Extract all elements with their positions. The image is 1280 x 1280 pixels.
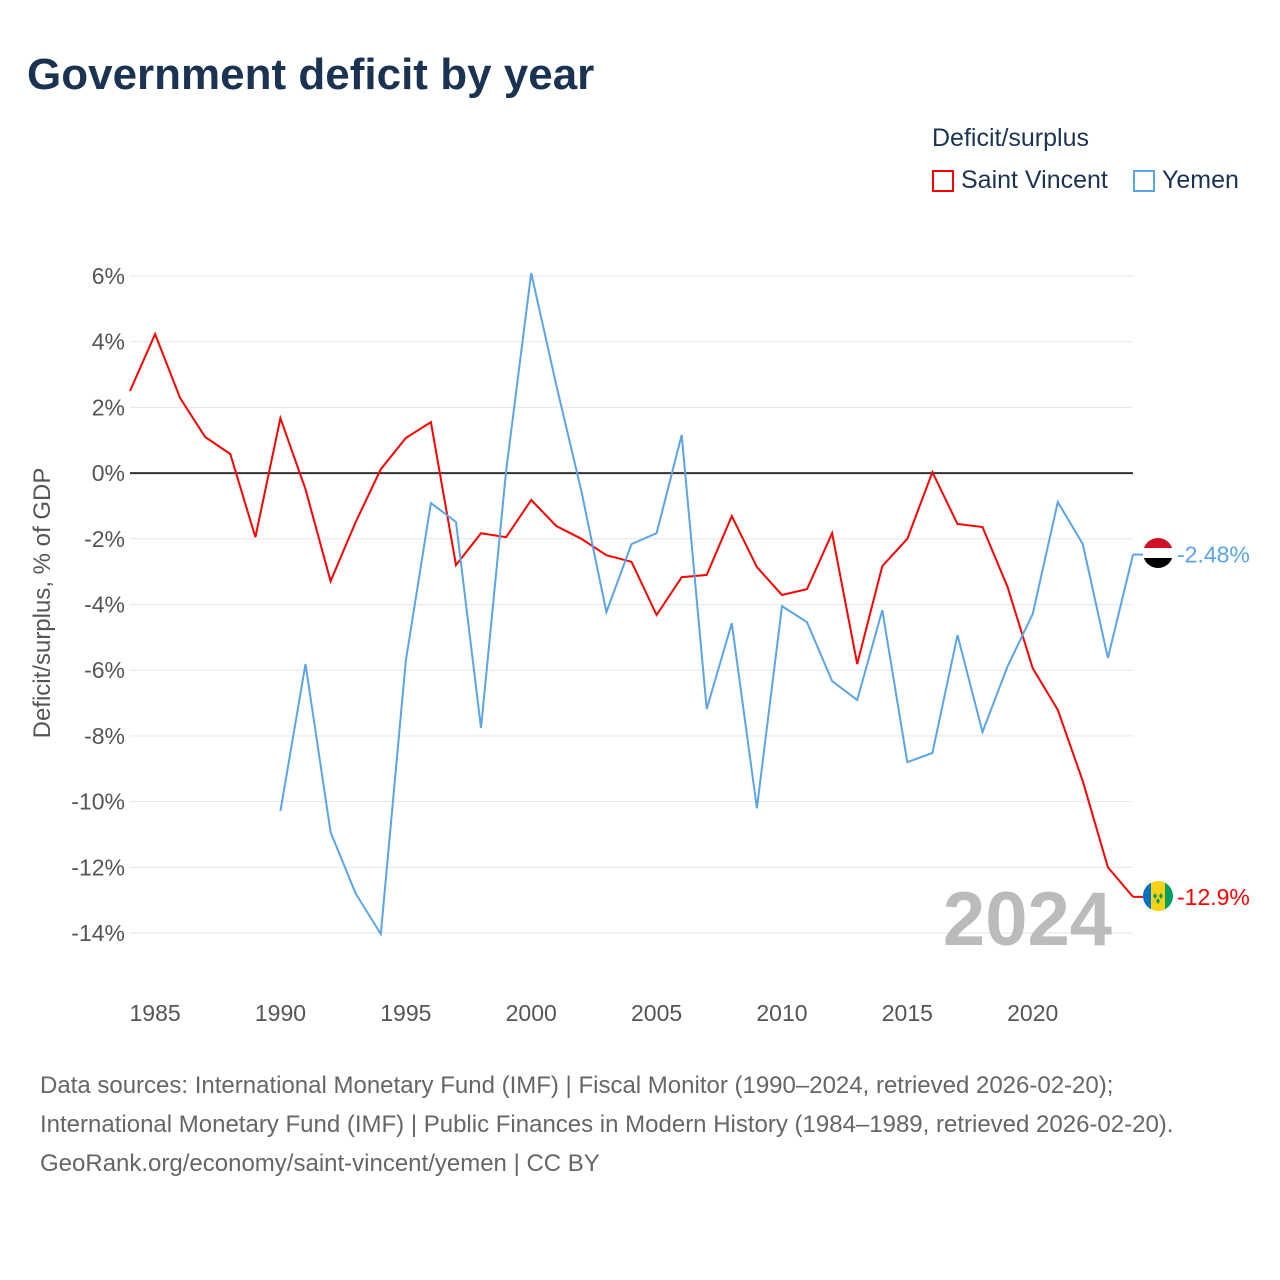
legend-item-saint-vincent[interactable]: Saint Vincent (932, 166, 1108, 195)
series-line-saint-vincent (129, 331, 1134, 898)
y-tick-label: -10% (71, 789, 125, 815)
legend-label: Saint Vincent (961, 166, 1108, 194)
saint-vincent-flag-icon (1143, 881, 1173, 911)
legend-swatch (932, 169, 954, 192)
chart-title: Government deficit by year (27, 50, 595, 99)
y-tick-label: 0% (92, 460, 125, 486)
yemen-flag-icon (1143, 538, 1173, 568)
year-watermark: 2024 (943, 877, 1112, 962)
y-tick-label: -8% (84, 723, 125, 749)
credit-link[interactable]: GeoRank.org/economy/saint-vincent/yemen … (40, 1150, 600, 1177)
y-tick-label: -4% (84, 592, 125, 618)
x-tick-label: 2015 (882, 1000, 933, 1026)
x-tick-label: 2005 (631, 1000, 682, 1026)
y-tick-label: 6% (92, 263, 125, 289)
legend-title: Deficit/surplus (932, 124, 1089, 152)
x-tick-label: 2020 (1007, 1000, 1058, 1026)
legend-item-yemen[interactable]: Yemen (1133, 166, 1239, 195)
legend-label: Yemen (1162, 166, 1239, 194)
footer: Data sources: International Monetary Fun… (40, 1066, 1240, 1183)
y-tick-label: -6% (84, 657, 125, 683)
y-axis-label: Deficit/surplus, % of GDP (29, 468, 56, 739)
y-tick-label: -2% (84, 526, 125, 552)
x-tick-label: 1995 (380, 1000, 431, 1026)
y-tick-label: 4% (92, 329, 125, 355)
y-tick-label: 2% (92, 394, 125, 420)
line-chart: 6% 4% 2% 0% -2% -4% -6% -8% -10% -12% -14% 1985 1990… (29, 263, 1250, 1026)
y-tick-label: -12% (71, 854, 125, 880)
legend-swatch (1133, 169, 1155, 192)
end-value-label: -12.9% (1177, 884, 1250, 910)
x-tick-label: 2010 (756, 1000, 807, 1026)
x-tick-label: 1985 (129, 1000, 180, 1026)
y-tick-label: -14% (71, 920, 125, 946)
data-sources: Data sources: International Monetary Fun… (40, 1072, 1174, 1138)
x-tick-label: 1990 (255, 1000, 306, 1026)
x-tick-label: 2000 (506, 1000, 557, 1026)
end-value-label: -2.48% (1177, 542, 1250, 568)
series-line-yemen (279, 272, 1134, 938)
